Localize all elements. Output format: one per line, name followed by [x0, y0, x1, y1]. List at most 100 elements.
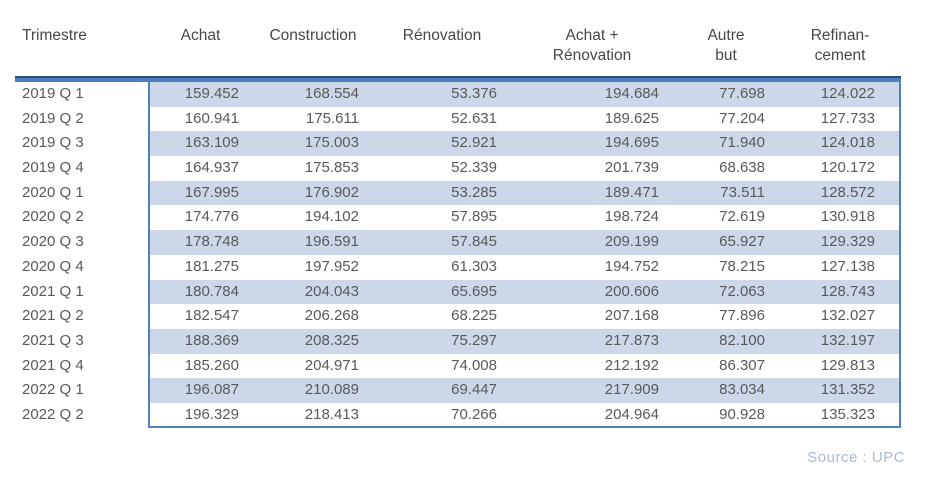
trimestre-cell: 2020 Q 1 [15, 180, 148, 206]
value-cell: 83.034 [719, 381, 765, 399]
value-cell: 128.743 [820, 282, 875, 300]
value-cell: 196.087 [184, 381, 239, 399]
table-row: 2021 Q 3 188.369 208.325 75.297 217.873 82.10… [15, 328, 901, 354]
value-cell: 176.902 [304, 183, 359, 201]
table-row: 2020 Q 4 181.275 197.952 61.303 194.752 78.21… [15, 254, 901, 280]
value-cell: 204.043 [304, 282, 359, 300]
row-values: 178.748 196.591 57.845 209.199 65.927 129.329 [148, 230, 901, 255]
trimestre-cell: 2022 Q 1 [15, 378, 148, 403]
value-cell: 175.611 [305, 109, 359, 127]
header-label-line2: cement [814, 47, 866, 64]
value-cell: 168.554 [304, 85, 359, 102]
value-cell: 68.225 [451, 307, 497, 325]
value-cell: 135.323 [820, 405, 875, 423]
value-cell: 198.724 [604, 208, 659, 226]
value-cell: 69.447 [451, 381, 497, 399]
value-cell: 164.937 [184, 159, 239, 177]
value-cell: 132.197 [820, 331, 875, 349]
table-row: 2019 Q 1 159.452 168.554 53.376 194.684 77.69… [15, 82, 901, 107]
column-header-autre-but: Autre but [673, 16, 779, 66]
header-divider-bar [15, 76, 901, 82]
value-cell: 200.606 [604, 282, 659, 300]
row-values: 180.784 204.043 65.695 200.606 72.063 128.743 [148, 279, 901, 305]
value-cell: 189.625 [604, 109, 659, 127]
trimestre-cell: 2021 Q 4 [15, 353, 148, 379]
header-label: Autre [707, 27, 745, 44]
value-cell: 181.275 [184, 257, 239, 275]
column-header-trimestre: Trimestre [15, 16, 148, 46]
column-header-renovation: Rénovation [373, 16, 511, 46]
value-cell: 78.215 [719, 257, 765, 275]
value-cell: 127.138 [820, 257, 875, 275]
value-cell: 196.591 [304, 233, 359, 251]
value-cell: 175.003 [304, 134, 359, 152]
value-cell: 178.748 [184, 233, 239, 251]
trimestre-cell: 2021 Q 1 [15, 279, 148, 305]
value-cell: 72.063 [719, 282, 765, 300]
value-cell: 124.022 [820, 85, 875, 102]
value-cell: 163.109 [184, 134, 239, 152]
row-values: 163.109 175.003 52.921 194.695 71.940 124.018 [148, 131, 901, 157]
value-cell: 204.971 [304, 356, 359, 374]
value-cell: 207.168 [604, 307, 659, 325]
row-values: 188.369 208.325 75.297 217.873 82.100 132.197 [148, 328, 901, 354]
row-values: 181.275 197.952 61.303 194.752 78.215 127.138 [148, 254, 901, 280]
value-cell: 70.266 [451, 405, 497, 423]
value-cell: 57.845 [451, 233, 497, 251]
column-header-refinancement: Refinan- cement [779, 16, 901, 66]
value-cell: 129.813 [820, 356, 875, 374]
trimestre-cell: 2020 Q 4 [15, 254, 148, 280]
trimestre-cell: 2020 Q 3 [15, 230, 148, 255]
value-cell: 194.752 [604, 257, 659, 275]
value-cell: 208.325 [304, 331, 359, 349]
table-row: 2020 Q 3 178.748 196.591 57.845 209.199 65.92… [15, 230, 901, 255]
trimestre-cell: 2019 Q 2 [15, 106, 148, 132]
value-cell: 174.776 [184, 208, 239, 226]
value-cell: 72.619 [719, 208, 765, 226]
value-cell: 61.303 [451, 257, 497, 275]
value-cell: 197.952 [304, 257, 359, 275]
value-cell: 189.471 [604, 183, 659, 201]
column-header-achat-renovation: Achat + Rénovation [511, 16, 673, 66]
value-cell: 82.100 [719, 331, 765, 349]
value-cell: 77.896 [719, 307, 765, 325]
table-row: 2022 Q 1 196.087 210.089 69.447 217.909 83.03… [15, 378, 901, 403]
value-cell: 218.413 [304, 405, 359, 423]
value-cell: 131.352 [820, 381, 875, 399]
value-cell: 130.918 [820, 208, 875, 226]
value-cell: 194.684 [604, 85, 659, 102]
column-header-achat: Achat [148, 16, 253, 46]
value-cell: 212.192 [604, 356, 659, 374]
table-row: 2019 Q 3 163.109 175.003 52.921 194.695 71.94… [15, 131, 901, 157]
value-cell: 209.199 [604, 233, 659, 251]
value-cell: 167.995 [184, 183, 239, 201]
header-label-line2: but [715, 47, 737, 64]
value-cell: 86.307 [719, 356, 765, 374]
trimestre-cell: 2021 Q 2 [15, 304, 148, 329]
row-values: 164.937 175.853 52.339 201.739 68.638 120.172 [148, 156, 901, 181]
table-row: 2021 Q 2 182.547 206.268 68.225 207.168 77.89… [15, 304, 901, 329]
value-cell: 52.921 [451, 134, 497, 152]
value-cell: 210.089 [304, 381, 359, 399]
row-values: 196.329 218.413 70.266 204.964 90.928 135.323 [148, 402, 901, 428]
table-row: 2020 Q 2 174.776 194.102 57.895 198.724 72.61… [15, 205, 901, 231]
row-values: 196.087 210.089 69.447 217.909 83.034 131.352 [148, 378, 901, 403]
value-cell: 194.102 [304, 208, 359, 226]
value-cell: 52.631 [451, 109, 497, 127]
value-cell: 53.376 [451, 85, 497, 102]
table-row: 2019 Q 4 164.937 175.853 52.339 201.739 68.63… [15, 156, 901, 181]
header-label: Trimestre [22, 27, 87, 44]
table-row: 2022 Q 2 196.329 218.413 70.266 204.964 90.92… [15, 402, 901, 428]
value-cell: 217.909 [604, 381, 659, 399]
value-cell: 73.511 [720, 183, 765, 201]
data-table: Trimestre Achat Construction Rénovation … [15, 16, 901, 428]
value-cell: 159.452 [184, 85, 239, 102]
row-values: 185.260 204.971 74.008 212.192 86.307 129.813 [148, 353, 901, 379]
value-cell: 182.547 [184, 307, 239, 325]
trimestre-cell: 2019 Q 3 [15, 131, 148, 157]
value-cell: 206.268 [304, 307, 359, 325]
row-values: 167.995 176.902 53.285 189.471 73.511 128.572 [148, 180, 901, 206]
value-cell: 128.572 [820, 183, 875, 201]
row-values: 159.452 168.554 53.376 194.684 77.698 124.022 [148, 82, 901, 107]
